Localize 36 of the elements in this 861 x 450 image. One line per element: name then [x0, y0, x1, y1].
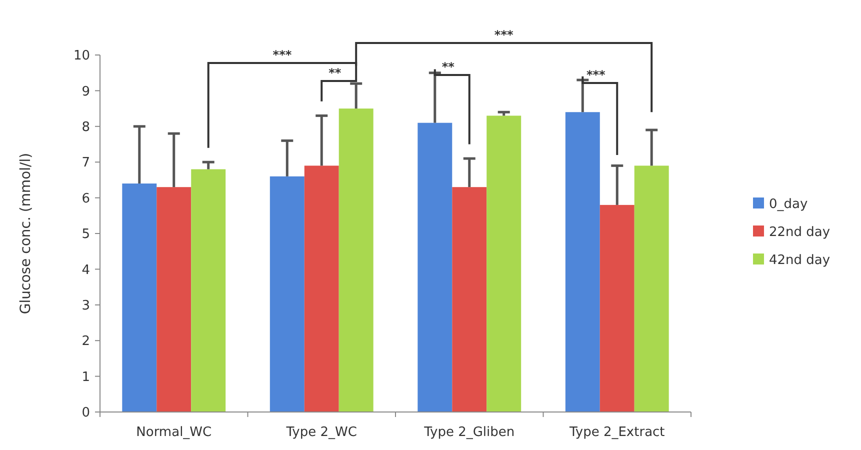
y-tick-label: 8: [82, 120, 90, 135]
bar: [191, 169, 226, 412]
legend-label: 0_day: [769, 197, 808, 212]
bar: [338, 108, 374, 412]
annotation: **: [442, 60, 456, 74]
x-tick-label: Type 2_Extract: [568, 425, 665, 440]
annotation: ***: [586, 68, 606, 82]
text: ***: [494, 28, 514, 42]
y-tick-label: 4: [82, 262, 90, 278]
y-tick-label: 9: [82, 84, 90, 100]
bar: [304, 166, 339, 412]
bar: [122, 184, 157, 412]
x-tick-label: Type 2_WC: [285, 425, 357, 440]
y-tick-label: 3: [82, 298, 90, 314]
bar: [634, 166, 669, 412]
bar: [486, 116, 522, 412]
y-tick-label: 5: [82, 227, 90, 242]
y-tick-label: 1: [82, 370, 90, 385]
bar: [418, 122, 452, 412]
bar: [600, 204, 634, 412]
bar: [452, 187, 487, 412]
legend-label: 22nd day: [769, 225, 830, 240]
x-tick-label: Type 2_Gliben: [423, 425, 515, 440]
y-tick-label: 10: [73, 48, 90, 64]
annotation: ***: [272, 48, 292, 62]
legend-label: 42nd day: [769, 253, 830, 268]
bar: [270, 176, 304, 412]
y-tick-label: 6: [82, 191, 90, 206]
bar: [156, 187, 192, 412]
x-tick-label: Normal_WC: [136, 425, 212, 440]
annotation: **: [328, 66, 342, 80]
bar: [565, 112, 600, 412]
y-tick-label: 2: [82, 334, 90, 350]
y-axis-title: Glucose conc. (mmol/l): [18, 152, 34, 314]
y-tick-label: 0: [82, 406, 90, 421]
y-tick-label: 7: [82, 156, 90, 171]
